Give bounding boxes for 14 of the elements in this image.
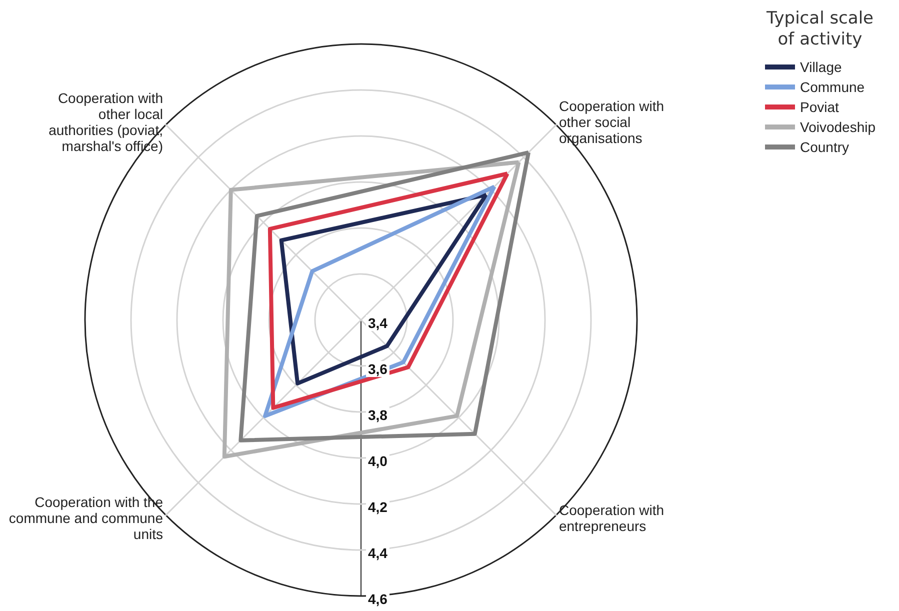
legend-label: Country [800, 139, 850, 155]
legend-label: Voivodeship [800, 119, 876, 135]
y-tick-label: 4,0 [368, 453, 388, 469]
y-tick-label: 4,2 [368, 499, 388, 515]
y-tick-label: 3,8 [368, 407, 388, 423]
spoke-label: Cooperation with entrepreneurs [558, 502, 664, 534]
legend-label: Commune [800, 79, 865, 95]
y-tick-label: 4,4 [368, 545, 388, 561]
y-tick-label: 3,6 [368, 361, 388, 377]
legend-title: Typical scale of activity [765, 8, 874, 50]
legend-label: Poviat [800, 99, 840, 115]
legend-label: Village [800, 59, 842, 75]
y-tick-label: 4,6 [368, 591, 388, 607]
y-tick-label: 3,4 [368, 315, 388, 331]
